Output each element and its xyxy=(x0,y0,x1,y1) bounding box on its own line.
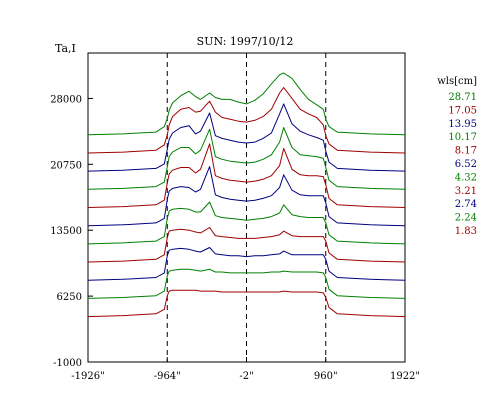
x-tick-label-3: 960" xyxy=(314,371,338,382)
legend-entry-6: 4.32 xyxy=(455,172,477,183)
series-line-9 xyxy=(87,268,406,299)
series-line-0 xyxy=(87,72,406,136)
x-axis: -1926" -964" -2" 960" 1922" xyxy=(71,357,420,382)
y-tick-label-1: 6250 xyxy=(57,292,82,303)
legend-entry-2: 13.95 xyxy=(448,119,477,130)
x-tick-label-2: -2" xyxy=(239,371,253,382)
legend-entry-0: 28.71 xyxy=(448,92,477,103)
series-lines xyxy=(87,72,406,318)
legend-entry-8: 2.74 xyxy=(455,199,477,210)
chart-title: SUN: 1997/10/12 xyxy=(197,35,294,48)
legend-title: wls[cm] xyxy=(437,76,477,87)
legend-entry-7: 3.21 xyxy=(455,186,477,197)
legend: 28.71 17.05 13.95 10.17 8.17 6.52 4.32 3.21 2.74… xyxy=(448,92,477,237)
legend-entry-4: 8.17 xyxy=(455,146,477,157)
legend-entry-5: 6.52 xyxy=(455,159,477,170)
x-tick-label-1: -964" xyxy=(154,371,181,382)
reference-lines xyxy=(166,53,327,362)
series-line-7 xyxy=(87,227,406,263)
legend-entry-9: 2.24 xyxy=(455,213,477,224)
y-tick-label-4: 28000 xyxy=(50,94,82,105)
legend-entry-10: 1.83 xyxy=(455,226,477,237)
y-axis-label: Ta,I xyxy=(55,42,76,55)
y-tick-label-0: -1000 xyxy=(53,358,82,369)
series-line-8 xyxy=(87,247,406,281)
series-line-2 xyxy=(87,103,406,172)
series-line-6 xyxy=(87,201,406,245)
series-line-5 xyxy=(87,166,406,227)
series-line-4 xyxy=(87,143,406,208)
legend-entry-1: 17.05 xyxy=(448,105,477,116)
x-tick-label-4: 1922" xyxy=(390,371,420,382)
y-tick-label-3: 20750 xyxy=(50,160,82,171)
x-tick-label-0: -1926" xyxy=(71,371,104,382)
series-line-1 xyxy=(87,87,406,154)
series-line-3 xyxy=(87,127,406,190)
legend-entry-3: 10.17 xyxy=(448,132,477,143)
y-tick-label-2: 13500 xyxy=(50,226,82,237)
y-axis: -1000 6250 13500 20750 28000 xyxy=(50,94,93,369)
series-line-10 xyxy=(87,289,406,318)
